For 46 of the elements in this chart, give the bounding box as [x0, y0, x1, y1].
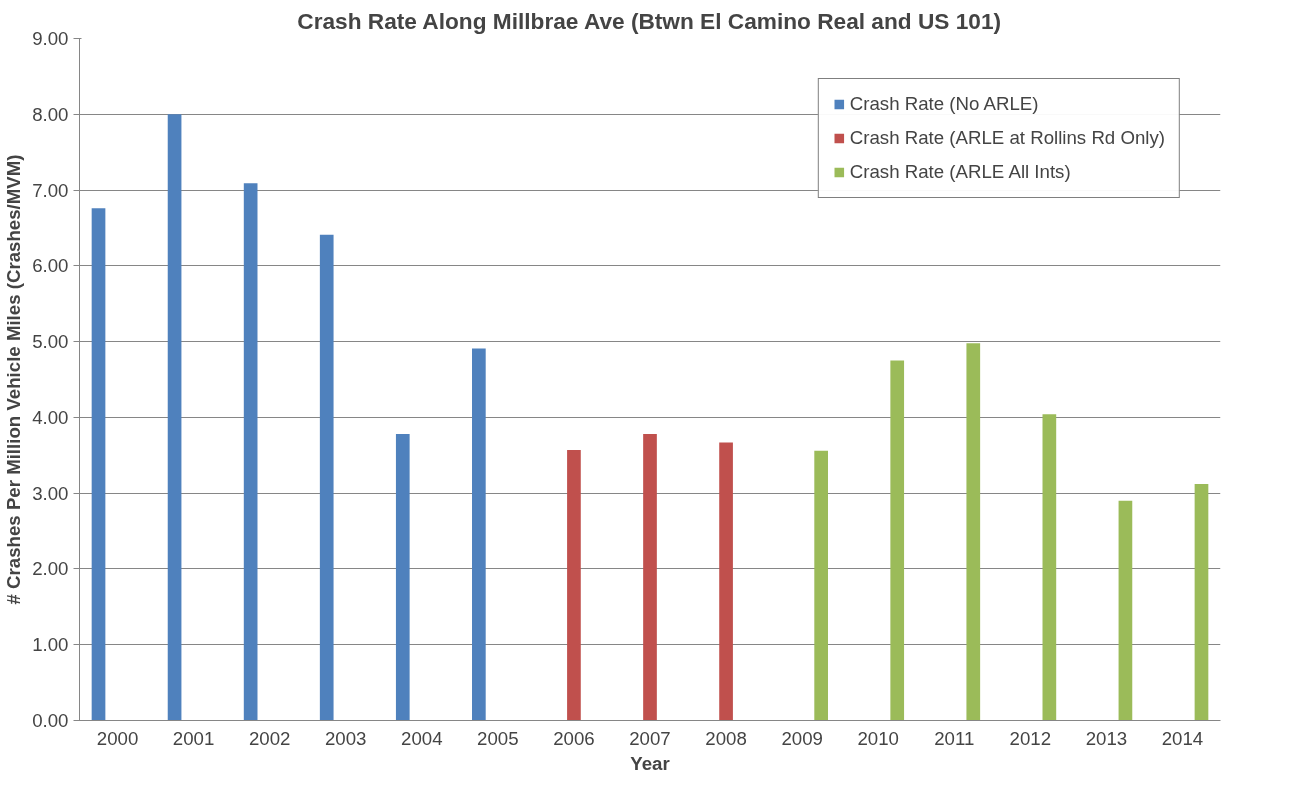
bar [1042, 414, 1057, 721]
bar [643, 434, 657, 721]
y-tick-label: 9.00 [32, 28, 69, 49]
y-tick-label: 1.00 [32, 634, 69, 656]
bar [890, 360, 905, 721]
x-tick-label: 2007 [629, 727, 671, 749]
y-tick-label: 6.00 [32, 255, 69, 277]
x-tick-label: 2014 [1161, 727, 1204, 749]
y-tick-label: 4.00 [32, 406, 69, 428]
bar [243, 183, 258, 721]
chart-title: Crash Rate Along Millbrae Ave (Btwn El Camino Real and US 101) [297, 7, 1002, 34]
y-tick-label: 0.00 [32, 710, 69, 731]
bar [814, 450, 828, 721]
x-tick-label: 2009 [781, 727, 823, 749]
x-axis-title: Year [630, 752, 670, 774]
x-tick-label: 2013 [1085, 727, 1128, 749]
x-tick-label: 2010 [857, 727, 899, 749]
x-tick-label: 2002 [248, 727, 291, 749]
bar [395, 434, 410, 721]
y-tick-label: 7.00 [32, 179, 69, 201]
bar [719, 442, 733, 721]
y-tick-label: 2.00 [32, 558, 69, 580]
x-tick-label: 2001 [172, 727, 215, 749]
x-tick-label: 2008 [705, 727, 747, 749]
bar [966, 343, 981, 721]
x-tick-label: 2012 [1009, 727, 1052, 749]
legend-label: Crash Rate (No ARLE) [849, 93, 1039, 115]
y-tick-label: 5.00 [32, 331, 69, 353]
x-tick-label: 2004 [401, 727, 443, 749]
y-tick-label: 8.00 [32, 103, 69, 125]
bar [319, 234, 334, 721]
bar [567, 449, 581, 721]
y-axis-title: # Crashes Per Million Vehicle Miles (Crashes/MVM) [3, 154, 25, 605]
x-tick-label: 2003 [324, 727, 367, 749]
y-tick-label: 3.00 [32, 482, 69, 504]
x-tick-label: 2000 [96, 727, 139, 749]
x-tick-label: 2006 [553, 727, 595, 749]
x-tick-label: 2005 [477, 727, 519, 749]
legend-label: Crash Rate (ARLE at Rollins Rd Only) [849, 127, 1165, 149]
x-tick-label: 2011 [934, 727, 975, 749]
bar [1194, 484, 1209, 721]
bar [1118, 500, 1133, 721]
bar [167, 114, 182, 721]
bar [91, 208, 106, 721]
bar [472, 348, 486, 721]
legend-label: Crash Rate (ARLE All Ints) [849, 161, 1071, 183]
